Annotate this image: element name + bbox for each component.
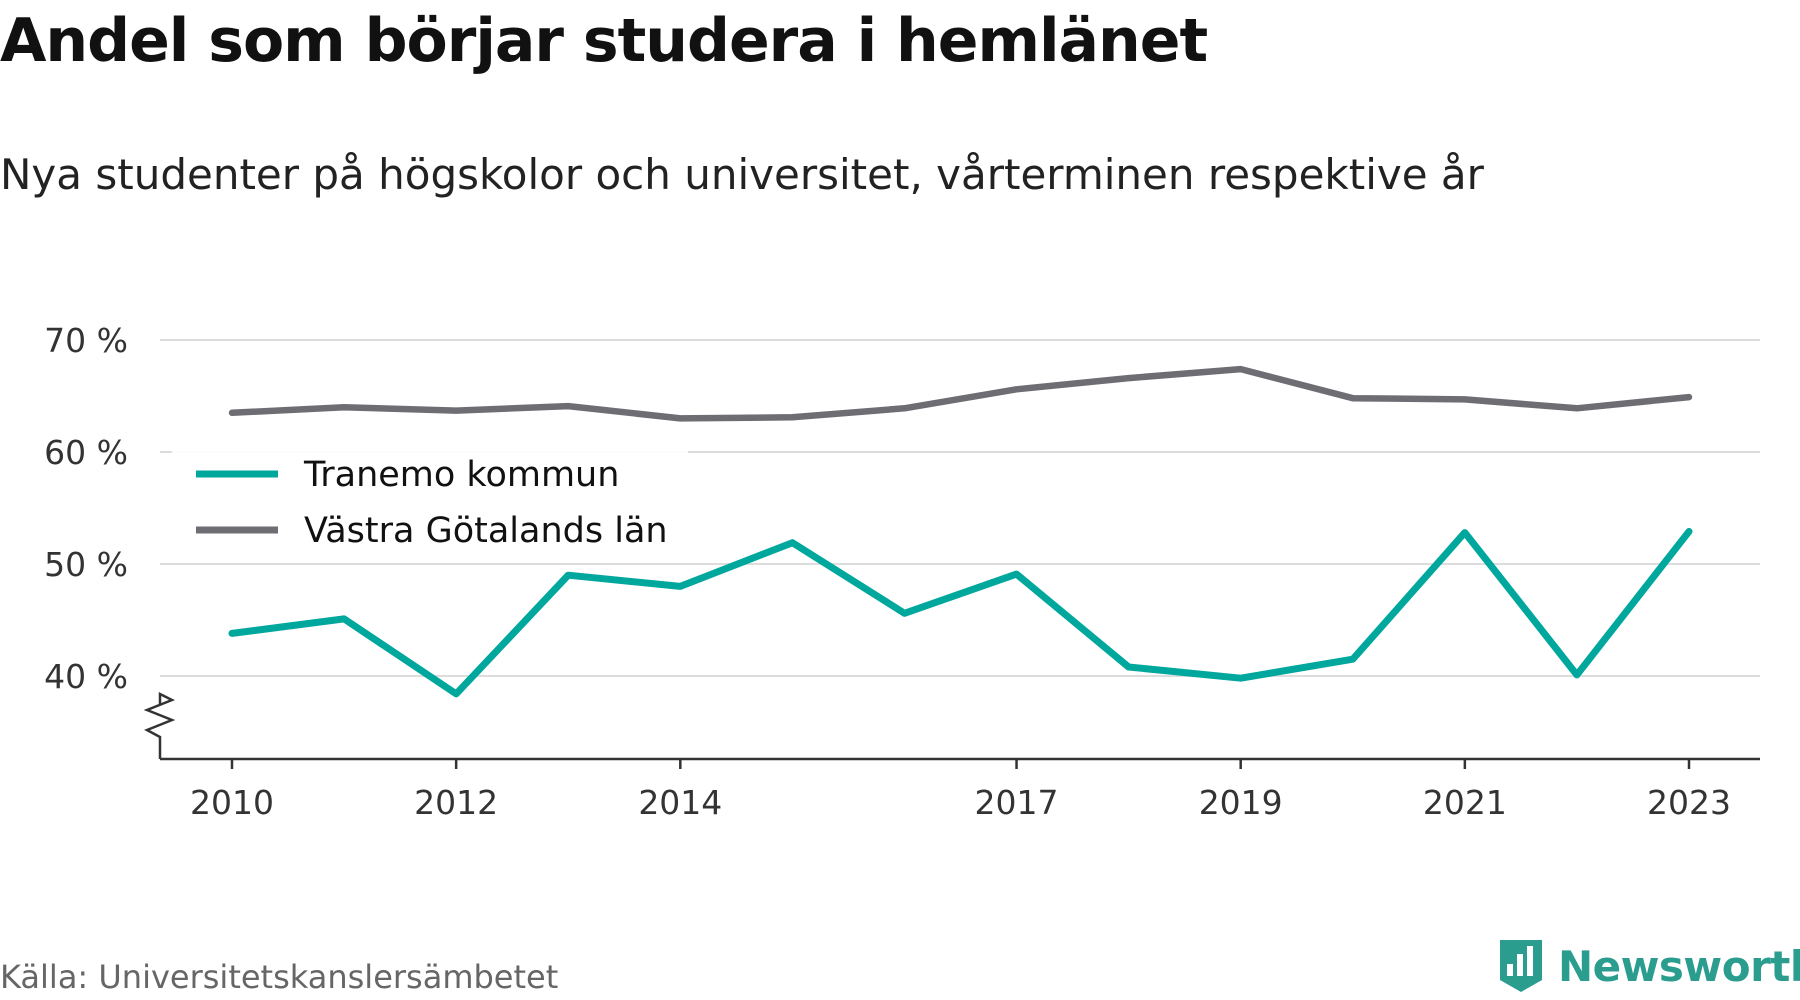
data-point — [1014, 572, 1019, 577]
data-point — [902, 406, 907, 411]
data-point — [1350, 657, 1355, 662]
data-point — [1687, 395, 1691, 400]
chart-title: Andel som börjar studera i hemlänet — [0, 6, 1208, 76]
y-tick-label: 40 % — [44, 657, 128, 696]
brand-name: Newsworthy — [1558, 941, 1800, 991]
data-point — [1687, 529, 1691, 534]
y-tick-label: 60 % — [44, 433, 128, 472]
x-tick-label: 2023 — [1647, 783, 1731, 822]
data-point — [342, 405, 347, 410]
legend-label-1: Västra Götalands län — [304, 511, 668, 551]
data-point — [230, 410, 234, 415]
x-tick-label: 2010 — [190, 783, 274, 822]
data-point — [342, 616, 347, 621]
y-tick-label: 70 % — [44, 321, 128, 360]
data-point — [790, 415, 795, 420]
data-point — [1462, 397, 1467, 402]
series-lines — [228, 365, 1693, 698]
data-point — [454, 408, 459, 413]
data-point — [902, 611, 907, 616]
source-note: Källa: Universitetskanslersämbetet — [0, 958, 559, 996]
newsworthy-logo-icon — [1500, 940, 1542, 992]
x-axis: 2010 2012 2014 2017 2019 2021 2023 — [143, 691, 1760, 822]
data-point — [1574, 406, 1579, 411]
series-line-1 — [228, 365, 1693, 422]
data-point — [1238, 676, 1243, 681]
brand-logo: Newsworthy — [1496, 938, 1800, 994]
x-tick-label: 2014 — [638, 783, 722, 822]
x-tick-label: 2017 — [975, 783, 1059, 822]
legend-background — [172, 440, 688, 558]
data-point — [1238, 367, 1243, 372]
data-point — [454, 691, 459, 696]
data-point — [230, 631, 234, 636]
legend: Tranemo kommun Västra Götalands län — [172, 440, 688, 558]
x-tick-label: 2019 — [1199, 783, 1283, 822]
data-point — [678, 416, 683, 421]
series-line-0 — [228, 528, 1693, 698]
data-point — [1126, 665, 1131, 670]
data-point — [678, 584, 683, 589]
y-axis-break-icon — [143, 691, 176, 759]
data-point — [566, 573, 571, 578]
data-point — [566, 404, 571, 409]
y-tick-label: 50 % — [44, 545, 128, 584]
x-tick-label: 2012 — [414, 783, 498, 822]
data-point — [790, 540, 795, 545]
y-axis-ticks: 40 % 50 % 60 % 70 % — [44, 321, 128, 696]
data-point — [1574, 672, 1579, 677]
data-point — [1350, 396, 1355, 401]
legend-label-0: Tranemo kommun — [303, 455, 619, 495]
x-tick-label: 2021 — [1423, 783, 1507, 822]
data-point — [1014, 387, 1019, 392]
data-point — [1462, 530, 1467, 535]
data-point — [1126, 376, 1131, 381]
chart-subtitle: Nya studenter på högskolor och universit… — [0, 150, 1484, 199]
